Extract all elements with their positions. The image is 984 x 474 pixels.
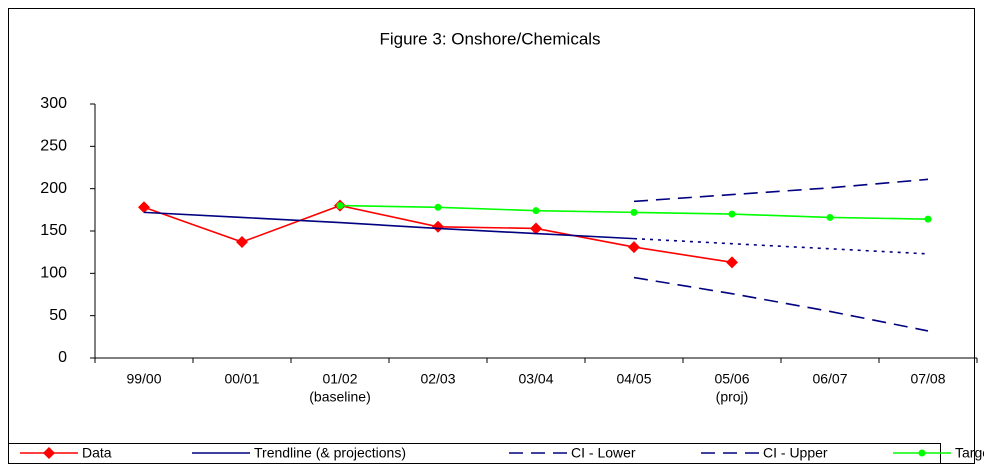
data-point <box>432 220 444 233</box>
legend-label: Trendline (& projections) <box>254 445 406 461</box>
data-point <box>630 208 638 216</box>
y-tick-label: 200 <box>40 180 67 197</box>
legend-marker <box>43 447 55 459</box>
data-point <box>336 202 344 210</box>
y-tick-label: 100 <box>40 265 67 282</box>
x-tick-label: 05/06 <box>714 371 749 387</box>
series-line <box>633 178 929 203</box>
legend-label: Data <box>82 445 112 461</box>
x-tick-label: 01/02 <box>322 371 357 387</box>
x-tick-label: 04/05 <box>616 371 651 387</box>
legend-label: Target <box>955 445 984 461</box>
data-point <box>924 215 932 223</box>
data-point <box>138 201 150 214</box>
y-tick-label: 250 <box>40 138 67 155</box>
series-line <box>633 276 929 332</box>
data-point <box>434 203 442 211</box>
x-tick-sublabel: (proj) <box>716 389 749 405</box>
x-tick-label: 99/00 <box>126 371 161 387</box>
data-point <box>236 236 248 249</box>
x-tick-sublabel: (baseline) <box>309 389 370 405</box>
y-tick-label: 50 <box>49 307 67 324</box>
series-line <box>143 211 635 240</box>
data-point <box>728 210 736 218</box>
legend-marker <box>918 449 926 457</box>
y-tick-label: 0 <box>58 349 67 366</box>
y-tick-label: 300 <box>40 95 67 112</box>
x-tick-label: 07/08 <box>910 371 945 387</box>
data-point <box>826 213 834 221</box>
x-tick-label: 00/01 <box>224 371 259 387</box>
data-point <box>628 241 640 254</box>
series-line <box>633 237 929 255</box>
x-tick-label: 06/07 <box>812 371 847 387</box>
data-point <box>532 207 540 215</box>
chart-title: Figure 3: Onshore/Chemicals <box>379 29 600 48</box>
chart-border <box>8 8 975 464</box>
y-tick-label: 150 <box>40 222 67 239</box>
x-tick-label: 03/04 <box>518 371 553 387</box>
data-point <box>530 222 542 235</box>
legend-label: CI - Lower <box>571 445 636 461</box>
legend-label: CI - Upper <box>763 445 828 461</box>
x-tick-label: 02/03 <box>420 371 455 387</box>
data-point <box>726 256 738 269</box>
